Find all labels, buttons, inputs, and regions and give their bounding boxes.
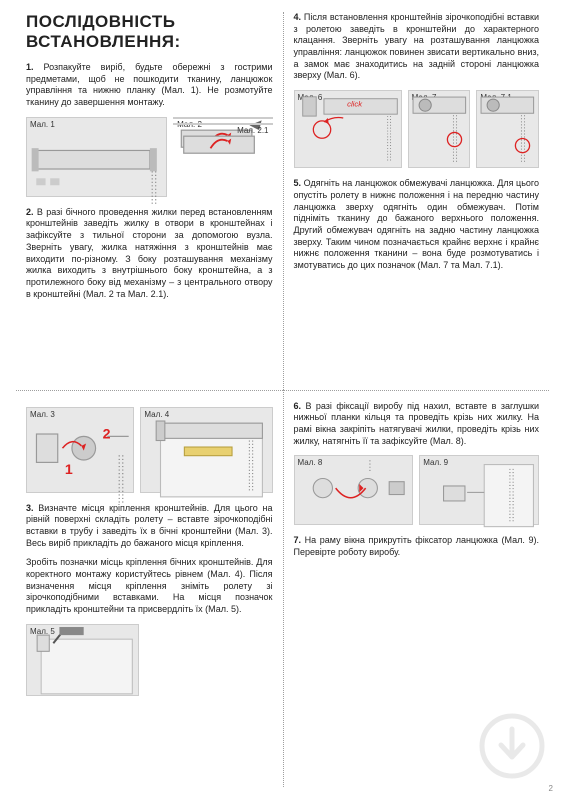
step-4-lead: 4. xyxy=(294,12,302,22)
step-4-body: Після встановлення кронштейнів зірочкопо… xyxy=(294,12,540,80)
figures-1-2: Мал. 1 Мал. 2 xyxy=(26,117,273,197)
section-3: Мал. 3 2 1 Мал. 4 xyxy=(16,390,283,787)
figure-2-1-sketch xyxy=(174,124,271,170)
page-title: ПОСЛІДОВНІСТЬ ВСТАНОВЛЕННЯ: xyxy=(26,12,273,52)
figure-7-sketch xyxy=(409,91,470,170)
step-3a-body: Визначте місця кріплення кронштейнів. Дл… xyxy=(26,503,273,548)
figure-4-sketch xyxy=(141,408,271,501)
figure-1: Мал. 1 xyxy=(26,117,167,197)
figure-5-sketch xyxy=(27,625,138,698)
section-4-5: 4. Після встановлення кронштейнів зірочк… xyxy=(283,12,550,390)
click-label: click xyxy=(347,100,363,109)
figures-3-4: Мал. 3 2 1 Мал. 4 xyxy=(26,407,273,493)
figure-8-sketch xyxy=(295,456,413,531)
figure-5: Мал. 5 xyxy=(26,624,139,696)
svg-text:2: 2 xyxy=(103,426,111,442)
step-5-text: 5. Одягніть на ланцюжок обмежувачі ланцю… xyxy=(294,178,540,272)
figure-3: Мал. 3 2 1 xyxy=(26,407,134,493)
svg-text:1: 1 xyxy=(65,462,73,478)
figure-7-1: Мал. 7.1 xyxy=(476,90,539,168)
figures-5: Мал. 5 xyxy=(26,624,273,696)
step-7-text: 7. На раму вікна прикрутіть фіксатор лан… xyxy=(294,535,540,558)
figure-9-sketch xyxy=(420,456,538,531)
step-1-text: 1. Розпакуйте виріб, будьте обережні з г… xyxy=(26,62,273,109)
step-1-body: Розпакуйте виріб, будьте обережні з гост… xyxy=(26,62,273,107)
figure-1-sketch xyxy=(27,118,166,211)
step-2-text: 2. В разі бічного проведення жилки перед… xyxy=(26,207,273,301)
step-3a-text: 3. Визначте місця кріплення кронштейнів.… xyxy=(26,503,273,550)
step-7-body: На раму вікна прикрутіть фіксатор ланцюж… xyxy=(294,535,540,557)
figures-6-7: Мал. 6 click Мал. 7 xyxy=(294,90,540,168)
figure-6: Мал. 6 click xyxy=(294,90,402,168)
figure-2-1: Мал. 2.1 xyxy=(173,123,272,125)
figure-7: Мал. 7 xyxy=(408,90,471,168)
step-1-lead: 1. xyxy=(26,62,34,72)
step-5-body: Одягніть на ланцюжок обмежувачі ланцюжка… xyxy=(294,178,540,270)
step-6-lead: 6. xyxy=(294,401,302,411)
figure-4: Мал. 4 xyxy=(140,407,272,493)
step-7-lead: 7. xyxy=(294,535,302,545)
figure-8: Мал. 8 xyxy=(294,455,414,525)
step-6-body: В разі фіксації виробу під нахил, вставт… xyxy=(294,401,540,446)
section-1-2: ПОСЛІДОВНІСТЬ ВСТАНОВЛЕННЯ: 1. Розпакуйт… xyxy=(16,12,283,390)
page-number: 2 xyxy=(549,784,553,793)
figure-9: Мал. 9 xyxy=(419,455,539,525)
figure-7-1-sketch xyxy=(477,91,538,170)
watermark-icon xyxy=(477,711,547,781)
figure-2: Мал. 2 xyxy=(173,117,272,119)
step-3b-text: Зробіть позначки місць кріплення бічних … xyxy=(26,557,273,615)
step-5-lead: 5. xyxy=(294,178,302,188)
figures-8-9: Мал. 8 Мал. 9 xyxy=(294,455,540,525)
step-6-text: 6. В разі фіксації виробу під нахил, вст… xyxy=(294,401,540,448)
step-2-body: В разі бічного проведення жилки перед вс… xyxy=(26,207,273,299)
figure-3-sketch: 2 1 xyxy=(27,408,133,510)
step-4-text: 4. Після встановлення кронштейнів зірочк… xyxy=(294,12,540,82)
figure-6-sketch: click xyxy=(295,91,401,166)
